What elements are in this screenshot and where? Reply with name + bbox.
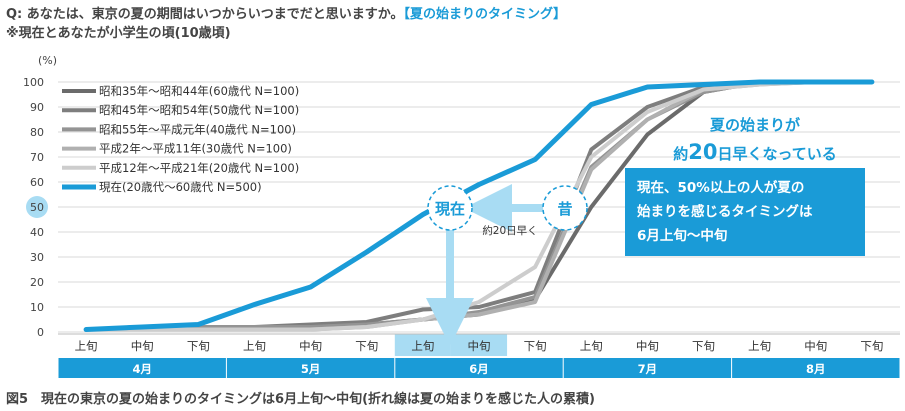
legend-label: 平成12年～平成21年(20歳代 N=100) — [99, 161, 299, 175]
question-title: Q: あなたは、東京の夏の期間はいつからいつまでだと思いますか。【夏の始まりのタ… — [6, 3, 566, 22]
month-band — [732, 358, 900, 378]
x-tick-label: 上旬 — [411, 339, 434, 353]
past-label: 昔 — [557, 200, 572, 218]
y-tick-label: 20 — [30, 276, 44, 289]
summary-line2: 約20日早くなっている — [673, 140, 837, 164]
month-label: 7月 — [638, 362, 658, 376]
y-axis: 0 10 20 30 40 50 60 70 80 90 100 — [23, 76, 48, 339]
y-tick-label: 100 — [23, 76, 44, 89]
line-chart: 0 10 20 30 40 50 60 70 80 90 100 (%) 昭和35年～昭和44年(6… — [23, 54, 900, 378]
y-tick-label: 40 — [30, 226, 44, 239]
month-label: 4月 — [132, 362, 152, 376]
x-tick-label: 中旬 — [804, 339, 827, 353]
month-band — [563, 358, 732, 378]
y-tick-label: 10 — [30, 301, 44, 314]
y-tick-label: 0 — [37, 326, 44, 339]
x-tick-label: 上旬 — [243, 339, 266, 353]
now-label: 現在 — [435, 200, 465, 218]
x-tick-label: 下旬 — [524, 339, 547, 353]
legend-label: 昭和45年～昭和54年(50歳代 N=100) — [99, 103, 299, 117]
month-band — [58, 358, 226, 378]
month-label: 5月 — [301, 362, 321, 376]
legend-label: 昭和35年～昭和44年(60歳代 N=100) — [99, 84, 299, 98]
summary-line1: 夏の始まりが — [709, 116, 801, 134]
x-tick-label: 下旬 — [355, 339, 378, 353]
past-circle — [542, 185, 588, 231]
callout-box: 現在、50%以上の人が夏の 始まりを感じるタイミングは 6月上旬～中旬 — [625, 168, 865, 256]
callout-line2: 始まりを感じるタイミングは — [637, 203, 813, 220]
series-line-4 — [84, 80, 874, 332]
y-tick-label: 90 — [30, 101, 44, 114]
x-tick-label: 中旬 — [299, 339, 322, 353]
question-highlight: 【夏の始まりのタイミング】 — [403, 7, 567, 22]
summary-annotation: 夏の始まりが 約20日早くなっている — [673, 116, 837, 164]
now-circle — [427, 185, 473, 231]
figure-caption: 図5 現在の東京の夏の始まりのタイミングは6月上旬～中旬(折れ線は夏の始まりを感… — [6, 392, 595, 407]
callout-box-bg — [625, 168, 865, 256]
shift-label: 約20日早く — [482, 224, 537, 237]
y-tick-label: 80 — [30, 126, 44, 139]
question-subtitle: ※現在とあなたが小学生の頃(10歳頃) — [6, 26, 231, 41]
x-tick-label: 中旬 — [131, 339, 154, 353]
x-tick-label: 下旬 — [187, 339, 210, 353]
y-tick-label: 50 — [30, 201, 44, 214]
x-tick-label: 上旬 — [75, 339, 98, 353]
month-label: 6月 — [469, 362, 489, 376]
highlight-tick-marker — [26, 196, 48, 218]
legend-label: 昭和55年～平成元年(40歳代 N=100) — [99, 122, 296, 136]
y-tick-label: 70 — [30, 151, 44, 164]
month-label: 8月 — [806, 362, 826, 376]
x-tick-label: 上旬 — [580, 339, 603, 353]
legend-label: 現在(20歳代～60歳代 N=500) — [99, 180, 262, 194]
shift-annotation: 現在 昔 約20日早く — [426, 184, 588, 346]
x-tick-label: 下旬 — [692, 339, 715, 353]
legend-label: 平成2年～平成11年(30歳代 N=100) — [99, 142, 292, 156]
chart-legend: 昭和35年～昭和44年(60歳代 N=100) 昭和45年～昭和54年(50歳代 … — [62, 84, 299, 194]
month-band — [226, 358, 395, 378]
callout-line3: 6月上旬～中旬 — [637, 227, 727, 244]
question-text: Q: あなたは、東京の夏の期間はいつからいつまでだと思いますか。 — [6, 7, 404, 22]
y-tick-label: 30 — [30, 251, 44, 264]
y-tick-label: 60 — [30, 176, 44, 189]
x-tick-label: 上旬 — [748, 339, 771, 353]
x-tick-label: 中旬 — [636, 339, 659, 353]
x-tick-label: 下旬 — [860, 339, 883, 353]
month-band — [395, 358, 563, 378]
y-axis-label: (%) — [38, 54, 57, 67]
callout-line1: 現在、50%以上の人が夏の — [637, 179, 804, 196]
x-tick-label: 中旬 — [468, 339, 491, 353]
x-axis: 上旬 中旬 下旬 上旬 中旬 下旬 上旬 中旬 下旬 上旬 中旬 下旬 上旬 中旬 下旬 4月 5月 6月 7月 8月 — [58, 333, 900, 378]
